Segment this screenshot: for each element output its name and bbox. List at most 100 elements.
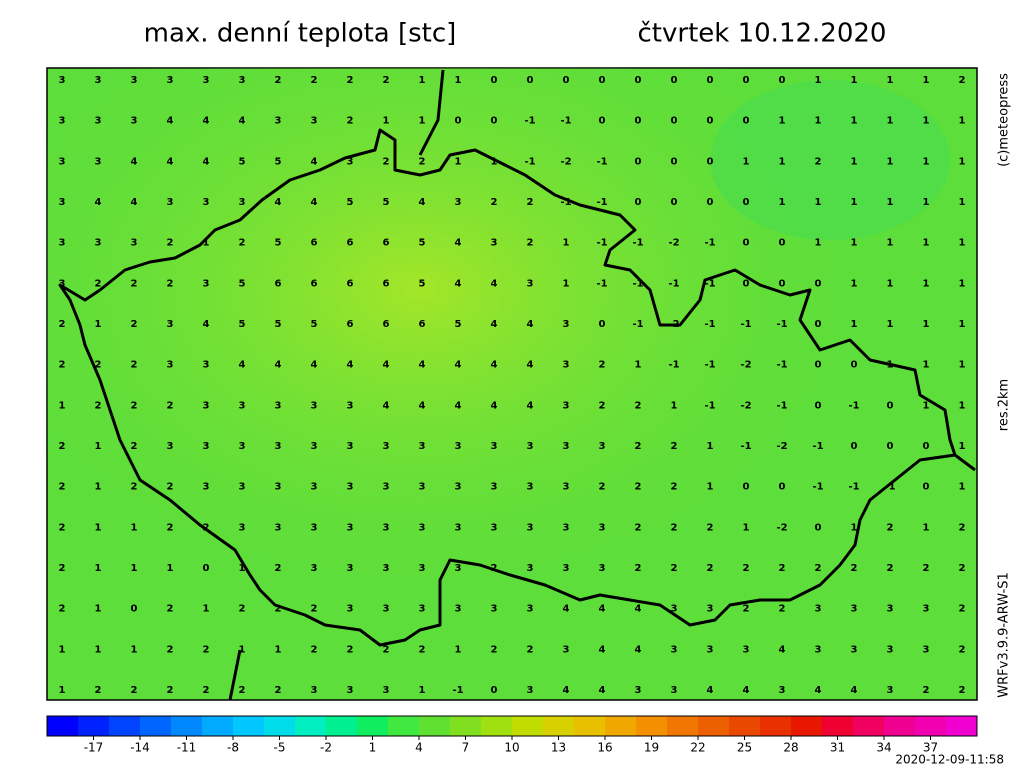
grid-value: 3 <box>923 644 930 655</box>
grid-value: 3 <box>347 522 354 533</box>
colorbar-segment <box>233 716 265 736</box>
grid-value: 1 <box>239 563 246 574</box>
grid-value: 5 <box>419 278 426 289</box>
grid-value: 4 <box>239 116 246 127</box>
grid-value: 6 <box>347 278 354 289</box>
grid-value: 3 <box>239 522 246 533</box>
colorbar-segment <box>481 716 513 736</box>
grid-value: -1 <box>560 116 571 127</box>
grid-value: 4 <box>419 360 426 371</box>
grid-value: 5 <box>383 197 390 208</box>
grid-value: 2 <box>383 156 390 167</box>
grid-value: 4 <box>311 360 318 371</box>
colorbar-segment <box>202 716 234 736</box>
grid-value: 4 <box>491 400 498 411</box>
grid-value: 2 <box>59 604 66 615</box>
grid-value: 0 <box>707 116 714 127</box>
grid-value: 2 <box>131 400 138 411</box>
grid-value: 2 <box>671 522 678 533</box>
grid-value: 2 <box>275 75 282 86</box>
grid-value: 4 <box>455 400 462 411</box>
colorbar-tick-label: 13 <box>551 741 566 755</box>
grid-value: 3 <box>923 604 930 615</box>
grid-value: 1 <box>887 116 894 127</box>
colorbar-segment <box>419 716 451 736</box>
grid-value: 2 <box>887 522 894 533</box>
grid-value: 3 <box>527 278 534 289</box>
grid-value: 0 <box>779 278 786 289</box>
grid-value: 2 <box>635 522 642 533</box>
grid-value: 1 <box>455 156 462 167</box>
grid-value: 0 <box>923 441 930 452</box>
colorbar-segment <box>388 716 420 736</box>
grid-value: 2 <box>167 604 174 615</box>
grid-value: 1 <box>959 319 966 330</box>
colorbar-segment <box>512 716 544 736</box>
colorbar-segment <box>326 716 358 736</box>
grid-value: 0 <box>779 482 786 493</box>
grid-value: 3 <box>455 604 462 615</box>
grid-value: 0 <box>635 75 642 86</box>
colorbar-segment <box>822 716 854 736</box>
grid-value: 3 <box>347 685 354 696</box>
grid-value: 4 <box>527 319 534 330</box>
grid-value: 2 <box>707 522 714 533</box>
grid-value: 0 <box>743 482 750 493</box>
colorbar-tick-label: 37 <box>923 741 938 755</box>
grid-value: 3 <box>239 75 246 86</box>
grid-value: 1 <box>131 563 138 574</box>
grid-value: 2 <box>815 156 822 167</box>
grid-value: 4 <box>455 278 462 289</box>
grid-value: 3 <box>383 522 390 533</box>
copyright-label: (c)meteopress <box>997 73 1012 167</box>
grid-value: 2 <box>95 685 102 696</box>
grid-value: 4 <box>527 360 534 371</box>
grid-value: 1 <box>275 644 282 655</box>
grid-value: 2 <box>923 685 930 696</box>
grid-value: 4 <box>743 685 750 696</box>
grid-value: 3 <box>419 604 426 615</box>
grid-value: 2 <box>311 604 318 615</box>
grid-value: 0 <box>563 75 570 86</box>
grid-value: 2 <box>419 156 426 167</box>
grid-value: 0 <box>707 75 714 86</box>
grid-value: 1 <box>455 75 462 86</box>
grid-value: 2 <box>167 522 174 533</box>
grid-value: 0 <box>599 75 606 86</box>
grid-value: 3 <box>311 522 318 533</box>
grid-value: 1 <box>563 278 570 289</box>
colorbar-segment <box>264 716 296 736</box>
grid-value: 6 <box>347 238 354 249</box>
grid-value: 3 <box>563 441 570 452</box>
grid-value: 3 <box>563 360 570 371</box>
grid-value: 3 <box>275 522 282 533</box>
grid-value: 1 <box>419 685 426 696</box>
grid-value: 3 <box>95 156 102 167</box>
grid-value: 0 <box>923 482 930 493</box>
grid-value: -1 <box>704 360 715 371</box>
colorbar-tick-label: 28 <box>783 741 798 755</box>
grid-value: 3 <box>635 685 642 696</box>
grid-value: 3 <box>311 441 318 452</box>
grid-value: 0 <box>743 197 750 208</box>
grid-value: 3 <box>455 482 462 493</box>
grid-value: 3 <box>815 604 822 615</box>
grid-value: -1 <box>668 360 679 371</box>
colorbar-segment <box>636 716 668 736</box>
grid-value: 2 <box>167 400 174 411</box>
grid-value: 4 <box>455 360 462 371</box>
grid-value: 4 <box>563 604 570 615</box>
grid-value: 1 <box>95 482 102 493</box>
grid-value: 5 <box>239 156 246 167</box>
grid-value: 2 <box>779 563 786 574</box>
grid-value: 3 <box>671 604 678 615</box>
grid-value: -2 <box>776 522 787 533</box>
grid-value: 3 <box>815 644 822 655</box>
grid-value: 4 <box>95 197 102 208</box>
grid-value: 2 <box>815 563 822 574</box>
colorbar: -17 -14 -11 -8 -5 -2 1 4 7 10 13 16 19 22 25 28 31 34 37 <box>46 715 978 755</box>
grid-value: 0 <box>707 197 714 208</box>
grid-value: 3 <box>239 197 246 208</box>
grid-value: 2 <box>383 644 390 655</box>
grid-value: 0 <box>491 116 498 127</box>
